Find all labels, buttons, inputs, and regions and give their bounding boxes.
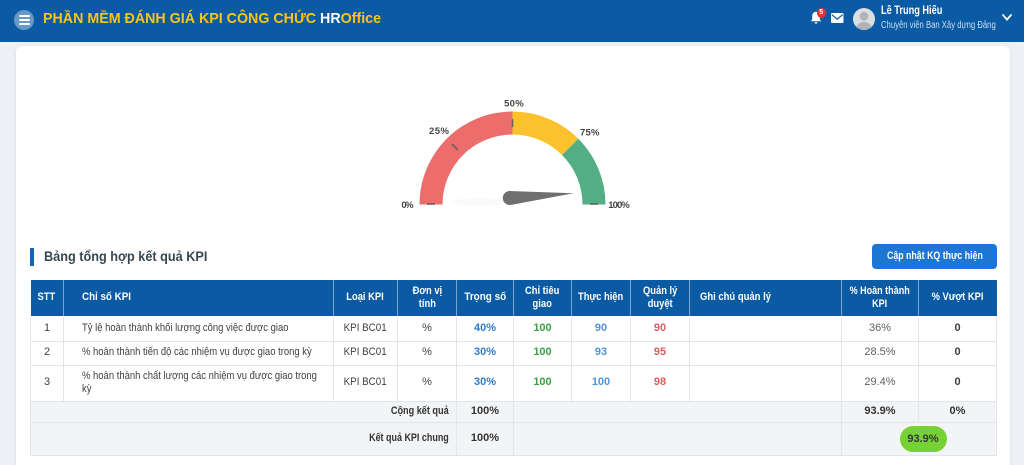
svg-text:0%: 0% [401, 200, 414, 211]
svg-text:75%: 75% [580, 128, 600, 139]
svg-text:50%: 50% [504, 99, 524, 110]
svg-text:25%: 25% [429, 126, 450, 137]
svg-text:100%: 100% [608, 200, 630, 211]
